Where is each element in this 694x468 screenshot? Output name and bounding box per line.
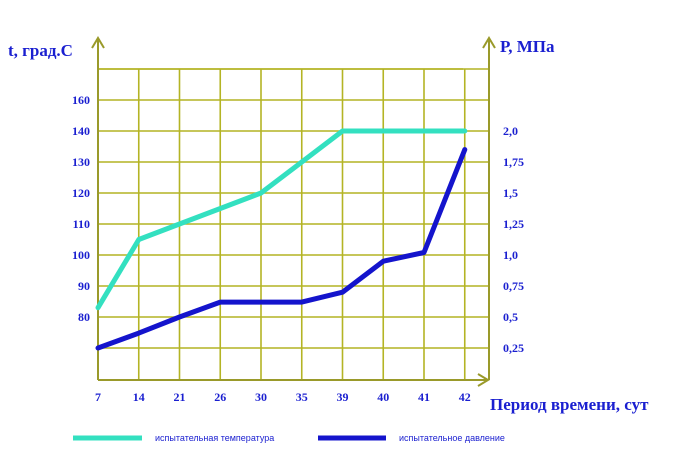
y-right-tick-label: 0,75 (503, 279, 524, 293)
legend: испытательная температура испытательное … (73, 433, 505, 443)
y-right-tick-label: 0,5 (503, 310, 518, 324)
x-tick-label: 40 (377, 390, 389, 404)
left-axis-title: t, град.С (8, 41, 73, 60)
series-line-pressure (95, 147, 468, 351)
y-right-tick-label: 1,25 (503, 217, 524, 231)
x-tick-label: 30 (255, 390, 267, 404)
x-tick-label: 14 (133, 390, 145, 404)
y-left-tick-label: 80 (78, 310, 90, 324)
y-left-tick-label: 90 (78, 279, 90, 293)
left-y-axis-arrow (91, 36, 105, 49)
tick-labels: 7 14 21 26 30 35 39 40 41 42 80 90 100 110 120 130 140 16… (72, 93, 524, 404)
y-right-tick-label: 1,0 (503, 248, 518, 262)
legend-label-pressure: испытательное давление (399, 433, 505, 443)
grid (98, 68, 489, 380)
series-line-temperature (95, 128, 468, 311)
right-axis-title: Р, МПа (500, 37, 555, 56)
y-right-tick-label: 1,75 (503, 155, 524, 169)
y-right-tick-label: 1,5 (503, 186, 518, 200)
y-left-tick-label: 100 (72, 248, 90, 262)
x-axis-arrow (477, 373, 490, 387)
right-y-axis-arrow (482, 36, 496, 49)
y-left-tick-label: 130 (72, 155, 90, 169)
x-tick-label: 35 (296, 390, 308, 404)
y-left-tick-label: 110 (73, 217, 90, 231)
y-left-tick-label: 160 (72, 93, 90, 107)
x-axis-title: Период времени, сут (490, 395, 649, 414)
series-lines (95, 128, 468, 351)
x-tick-label: 42 (459, 390, 471, 404)
y-right-tick-label: 2,0 (503, 124, 518, 138)
y-left-tick-label: 120 (72, 186, 90, 200)
x-tick-label: 41 (418, 390, 430, 404)
legend-label-temperature: испытательная температура (155, 433, 274, 443)
x-tick-label: 21 (174, 390, 186, 404)
x-tick-label: 39 (337, 390, 349, 404)
x-tick-label: 26 (214, 390, 226, 404)
y-right-tick-label: 0,25 (503, 341, 524, 355)
x-tick-label: 7 (95, 390, 101, 404)
y-left-tick-label: 140 (72, 124, 90, 138)
